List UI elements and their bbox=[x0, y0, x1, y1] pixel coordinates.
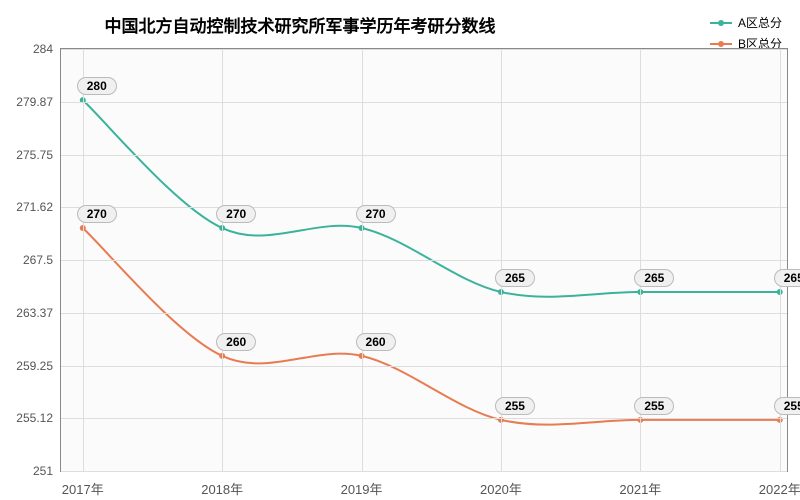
gridline-v bbox=[362, 49, 363, 471]
data-label: 270 bbox=[77, 205, 117, 223]
y-tick-label: 259.25 bbox=[16, 359, 53, 373]
legend-item-a: A区总分 bbox=[710, 14, 782, 31]
legend-swatch-a bbox=[710, 22, 732, 24]
data-label: 265 bbox=[634, 269, 674, 287]
gridline-h bbox=[61, 49, 787, 50]
y-tick-label: 275.75 bbox=[16, 148, 53, 162]
gridline-h bbox=[61, 313, 787, 314]
y-tick-label: 267.5 bbox=[23, 253, 53, 267]
data-label: 255 bbox=[495, 397, 535, 415]
gridline-h bbox=[61, 366, 787, 367]
gridline-h bbox=[61, 102, 787, 103]
data-label: 270 bbox=[216, 205, 256, 223]
gridline-h bbox=[61, 207, 787, 208]
gridline-h bbox=[61, 418, 787, 419]
gridline-v bbox=[222, 49, 223, 471]
series-line bbox=[83, 100, 780, 297]
x-tick-label: 2022年 bbox=[759, 479, 800, 498]
y-tick-label: 255.12 bbox=[16, 411, 53, 425]
x-tick-label: 2017年 bbox=[62, 479, 104, 498]
data-label: 280 bbox=[77, 77, 117, 95]
y-tick-label: 263.37 bbox=[16, 306, 53, 320]
data-label: 265 bbox=[495, 269, 535, 287]
gridline-h bbox=[61, 471, 787, 472]
x-tick-label: 2019年 bbox=[341, 479, 383, 498]
y-tick-label: 251 bbox=[33, 464, 53, 478]
legend-label-a: A区总分 bbox=[738, 14, 782, 31]
y-tick-label: 284 bbox=[33, 42, 53, 56]
data-label: 255 bbox=[774, 397, 800, 415]
gridline-h bbox=[61, 155, 787, 156]
gridline-h bbox=[61, 260, 787, 261]
data-label: 265 bbox=[774, 269, 800, 287]
y-tick-label: 279.87 bbox=[16, 95, 53, 109]
data-label: 260 bbox=[216, 333, 256, 351]
y-tick-label: 271.62 bbox=[16, 200, 53, 214]
x-tick-label: 2018年 bbox=[201, 479, 243, 498]
legend-swatch-b bbox=[710, 43, 732, 45]
chart-title: 中国北方自动控制技术研究所军事学历年考研分数线 bbox=[0, 12, 600, 37]
plot-area: 251255.12259.25263.37267.5271.62275.7527… bbox=[60, 48, 788, 472]
data-label: 255 bbox=[634, 397, 674, 415]
series-line bbox=[83, 228, 780, 425]
gridline-v bbox=[83, 49, 84, 471]
x-tick-label: 2021年 bbox=[619, 479, 661, 498]
data-label: 270 bbox=[356, 205, 396, 223]
x-tick-label: 2020年 bbox=[480, 479, 522, 498]
chart-container: 中国北方自动控制技术研究所军事学历年考研分数线 A区总分 B区总分 251255… bbox=[0, 0, 800, 500]
data-label: 260 bbox=[356, 333, 396, 351]
